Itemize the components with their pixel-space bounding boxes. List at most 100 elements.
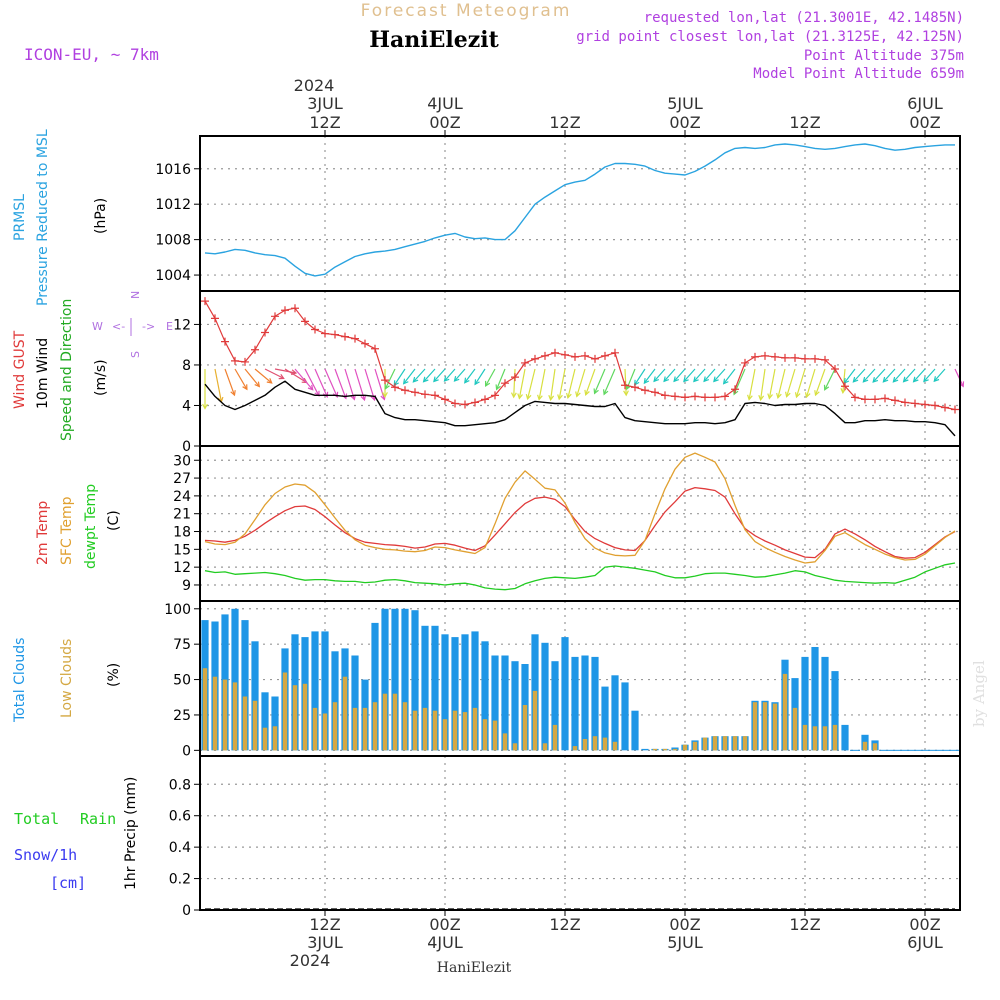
low-cloud-bar	[822, 726, 828, 751]
gridpoint-coords: grid point closest lon,lat (21.3125E, 42…	[576, 29, 964, 45]
low-cloud-bar	[552, 724, 558, 751]
pressure-unit: (hPa)	[93, 198, 109, 234]
low-cloud-bar	[492, 720, 498, 751]
wind-arrow-shaft	[454, 368, 466, 382]
precip-snow-label: Snow/1h	[14, 846, 77, 864]
precip-rain-label: Rain	[80, 810, 116, 828]
low-cloud-bar	[662, 748, 668, 751]
wind-gust-marker	[861, 395, 869, 404]
top-hour-label: 00Z	[669, 113, 700, 132]
wind-direction-arrow	[747, 368, 756, 401]
wind-arrow-shaft	[444, 368, 456, 382]
wind-direction-arrow	[224, 368, 236, 397]
total-cloud-bar	[621, 682, 629, 751]
wind-arrow-head	[785, 391, 791, 398]
low-cloud-bar	[732, 736, 738, 751]
y-tick-label: 0	[182, 743, 191, 759]
wind-direction-arrow	[902, 368, 916, 383]
compass-s: S	[129, 351, 142, 358]
bottom-date-label: 6JUL	[907, 933, 943, 952]
bottom-year: 2024	[290, 951, 331, 970]
bottom-hour-label: 00Z	[669, 915, 700, 934]
dewpoint-line	[204, 562, 956, 591]
y-tick-label: 12	[173, 560, 191, 576]
wind-gust-marker	[291, 304, 299, 313]
y-tick-label: 12	[173, 317, 191, 333]
total-cloud-bar	[821, 656, 829, 751]
wind-arrow-head	[548, 394, 555, 402]
wind-arrow-shaft	[254, 368, 273, 384]
wind-gust-marker	[491, 391, 499, 400]
wind-gust-marker	[761, 351, 769, 360]
y-tick-label: 0	[182, 439, 191, 455]
wind-gust-marker	[431, 391, 439, 400]
location-title: HaniElezit	[369, 27, 499, 53]
total-cloud-bar	[551, 661, 559, 751]
low-cloud-bar	[242, 696, 248, 751]
y-tick-label: 8	[182, 358, 191, 374]
wind-gust-marker	[441, 395, 449, 404]
wind-speed-line	[204, 380, 956, 437]
panel-border	[199, 755, 961, 911]
wind-arrow-shaft	[576, 368, 586, 397]
wind-arrow-shaft	[403, 368, 416, 385]
wind-direction-arrow	[537, 368, 546, 401]
wind-gust-marker	[941, 403, 949, 412]
wind-arrow-shaft	[882, 368, 896, 383]
wind-gust-marker	[261, 328, 269, 337]
y-tick-label: 9	[182, 578, 191, 594]
wind-gust-marker	[271, 312, 279, 321]
wind-arrow-head	[307, 384, 314, 391]
wind-gust-marker	[901, 398, 909, 407]
model-label: ICON-EU, ~ 7km	[24, 45, 159, 64]
y-tick-label: 1012	[155, 197, 191, 213]
y-tick-label: 25	[173, 708, 191, 724]
wind-gust-marker	[851, 393, 859, 402]
low-cloud-bar	[872, 743, 878, 751]
low-cloud-bar	[502, 733, 508, 751]
compass-w: W	[92, 320, 103, 333]
wind-gust-marker	[511, 373, 519, 382]
bottom-date-label: 3JUL	[307, 933, 343, 952]
low-cloud-bar	[652, 748, 658, 751]
wind-gust-marker	[461, 400, 469, 409]
total-cloud-bar	[471, 631, 479, 751]
wind-gust-marker	[731, 385, 739, 394]
low-cloud-bar	[402, 702, 408, 751]
wind-gust-marker	[831, 365, 839, 374]
wind-unit: (m/s)	[93, 359, 109, 396]
top-date-label: 6JUL	[907, 94, 943, 113]
low-cloud-bar	[482, 719, 488, 751]
wind-arrow-shaft	[748, 368, 756, 400]
precip-cm-label: [cm]	[50, 874, 86, 892]
wind-direction-arrow	[804, 368, 816, 399]
wind-arrow-head	[384, 383, 390, 390]
wind-arrow-head	[862, 376, 869, 383]
wind-direction-arrow	[453, 368, 466, 382]
y-tick-label: 24	[173, 489, 191, 505]
top-date-label: 5JUL	[667, 94, 703, 113]
wind-gust-marker	[411, 388, 419, 397]
compass-arrow-left: <-	[112, 320, 125, 333]
wind-arrow-shaft	[550, 368, 556, 400]
wind-direction-arrow	[653, 368, 666, 383]
low-cloud-bar	[332, 702, 338, 751]
total-cloud-bar	[271, 696, 279, 751]
low-cloud-bar	[542, 743, 548, 751]
wind-arrow-shaft	[284, 368, 307, 384]
top-date-label: 3JUL	[307, 94, 343, 113]
clouds-unit: (%)	[106, 663, 122, 687]
low-cloud-bar	[472, 707, 478, 751]
wind-arrow-shaft	[393, 368, 406, 386]
total-cloud-bar	[641, 748, 649, 751]
wind-gust-marker	[481, 395, 489, 404]
wind-gust-marker	[801, 354, 809, 363]
total-cloud-bar	[811, 647, 819, 751]
total-cloud-bar	[491, 655, 499, 751]
wind-arrow-shaft	[805, 368, 816, 398]
wind-arrow-head	[758, 394, 765, 402]
wind-direction-arrow	[422, 368, 436, 383]
y-tick-label: 75	[173, 637, 191, 653]
pressure-panel: 1004 1008 1012 1016	[155, 135, 961, 292]
